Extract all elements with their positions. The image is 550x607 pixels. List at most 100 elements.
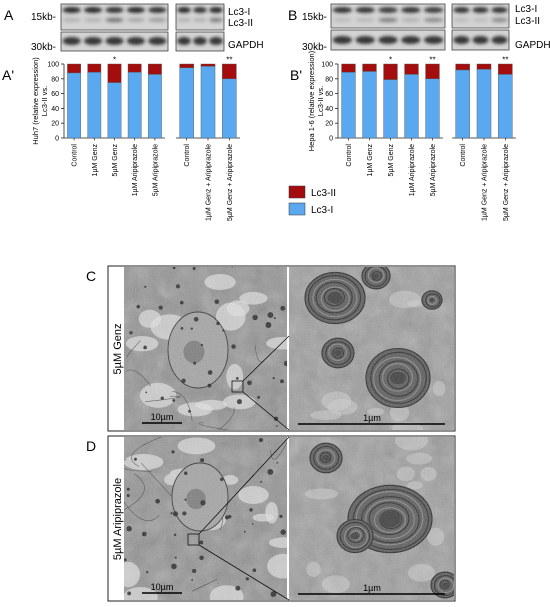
blot-band-b	[401, 17, 421, 23]
western-blot-panel-a	[60, 3, 225, 52]
legend-swatch-lc3i	[288, 202, 306, 216]
chart-y-axis-label: Huh7 (relative expression)Lc3-II vs.	[31, 57, 49, 145]
blot-band-a	[126, 7, 145, 13]
bar-lc3ii	[127, 63, 142, 73]
significance-marker: *	[389, 56, 392, 65]
x-tick-label: 1µM Genz	[92, 144, 99, 177]
bar-lc3i	[107, 82, 122, 139]
blot-band-a	[84, 7, 103, 13]
bar-lc3ii	[341, 63, 356, 73]
blot-band-b	[472, 7, 489, 13]
legend-swatch-lc3ii	[288, 185, 306, 199]
western-blot-panel-b	[330, 3, 510, 51]
x-tick-label: 5µM Genz	[388, 144, 395, 177]
x-tick-label: 5µM Aripiprazole	[152, 144, 159, 196]
bar-lc3i	[476, 68, 492, 139]
blot-band-a	[177, 7, 191, 13]
blot-band-b	[424, 7, 444, 13]
blot-band-b	[332, 7, 352, 13]
x-tick-label: 1µM Aripiprazole	[409, 144, 416, 196]
blot-band-a	[148, 17, 167, 23]
x-tick-label: 5µM Genz + Aripiprazole	[503, 144, 510, 221]
kb-label-top-b: 15kb-	[302, 12, 327, 23]
scale-label-c-low: 10µm	[151, 412, 174, 422]
em-image-c-low-mag	[124, 267, 287, 430]
x-tick-label: 1µM Genz + Aripiprazole	[206, 144, 213, 221]
blot-band-a	[148, 7, 167, 13]
scale-bar-c-high: 1µm	[298, 413, 445, 425]
blot-band-a	[105, 7, 124, 13]
bar-lc3i	[498, 74, 513, 139]
blot-band-b	[491, 17, 508, 23]
blot-band-b	[453, 36, 470, 44]
blot-band-b	[378, 36, 398, 44]
blot-band-b	[472, 36, 489, 44]
panel-letter-a: A	[4, 7, 14, 23]
significance-marker: **	[429, 56, 435, 65]
y-tick-label: 100	[47, 62, 59, 69]
bar-lc3ii	[67, 63, 81, 74]
y-tick-label: 60	[51, 91, 59, 98]
bar-chart-a-prime: A' Huh7 (relative expression)Lc3-II vs. 0 2…	[2, 56, 240, 221]
blot-band-a	[105, 17, 124, 23]
blot-band-a	[62, 7, 81, 13]
chart-panel-letter: B'	[290, 67, 302, 83]
band-label-lc3i-a: Lc3-I	[228, 7, 250, 18]
x-tick-label: 1µM Genz	[367, 144, 374, 177]
x-tick-label: 1µM Aripiprazole	[132, 144, 139, 196]
scale-bar-d-low: 10µm	[142, 582, 182, 594]
blot-band-a	[209, 17, 223, 23]
x-tick-label: 5µM Aripiprazole	[430, 144, 437, 196]
blot-band-a	[209, 37, 223, 45]
legend: Lc3-II Lc3-I	[288, 185, 336, 216]
bar-lc3ii	[476, 63, 492, 70]
bar-lc3ii	[222, 63, 237, 80]
bar-lc3ii	[498, 63, 513, 75]
bar-lc3i	[179, 67, 194, 139]
bar-lc3i	[383, 79, 398, 139]
x-tick-label: Control	[346, 144, 353, 167]
x-tick-label: 1µM Genz + Aripiprazole	[482, 144, 489, 221]
blot-band-b	[378, 17, 398, 23]
chart-y-axis-label: Hepa 1-6 (relative expression)Lc3-II vs.	[307, 50, 325, 151]
blot-band-a	[126, 17, 145, 23]
blot-band-b	[332, 36, 352, 44]
y-tick-label: 20	[51, 121, 59, 128]
x-tick-label: Control	[460, 144, 467, 167]
zoom-indicator-c	[231, 335, 290, 431]
bar-lc3ii	[87, 63, 102, 73]
x-tick-label: Control	[72, 144, 79, 167]
zoom-indicator-d	[187, 436, 290, 601]
x-tick-label: Control	[184, 144, 191, 167]
blot-band-a	[105, 37, 124, 45]
blot-band-a	[177, 17, 191, 23]
band-label-gapdh-a: GAPDH	[228, 40, 264, 51]
scale-bar-d-high: 1µm	[298, 583, 445, 595]
blot-band-b	[401, 36, 421, 44]
x-tick-label: 5µM Genz + Aripiprazole	[227, 144, 234, 221]
significance-marker: *	[113, 56, 116, 65]
blot-band-b	[491, 7, 508, 13]
scale-label-d-high: 1µm	[363, 583, 381, 593]
legend-label-lc3ii: Lc3-II	[311, 188, 336, 199]
bar-lc3i	[127, 71, 142, 139]
bar-lc3i	[341, 71, 356, 139]
blot-band-a	[193, 17, 207, 23]
band-label-lc3ii-b: Lc3-II	[515, 16, 540, 27]
treatment-label-d: 5µM Aripiprazole	[112, 478, 124, 560]
blot-band-b	[378, 7, 398, 13]
bar-lc3i	[455, 69, 470, 139]
legend-label-lc3i: Lc3-I	[311, 205, 333, 216]
bar-lc3i	[200, 66, 216, 139]
blot-band-b	[453, 7, 470, 13]
blot-band-a	[84, 37, 103, 45]
blot-band-a	[193, 7, 207, 13]
em-image-d-low-mag	[124, 437, 287, 600]
significance-marker: **	[226, 56, 232, 65]
bar-lc3ii	[200, 63, 216, 67]
y-tick-label: 80	[51, 76, 59, 83]
em-image-c-high-mag	[289, 267, 454, 430]
blot-band-a	[193, 37, 207, 45]
y-tick-label: 0	[55, 136, 59, 143]
y-tick-label: 0	[329, 136, 333, 143]
